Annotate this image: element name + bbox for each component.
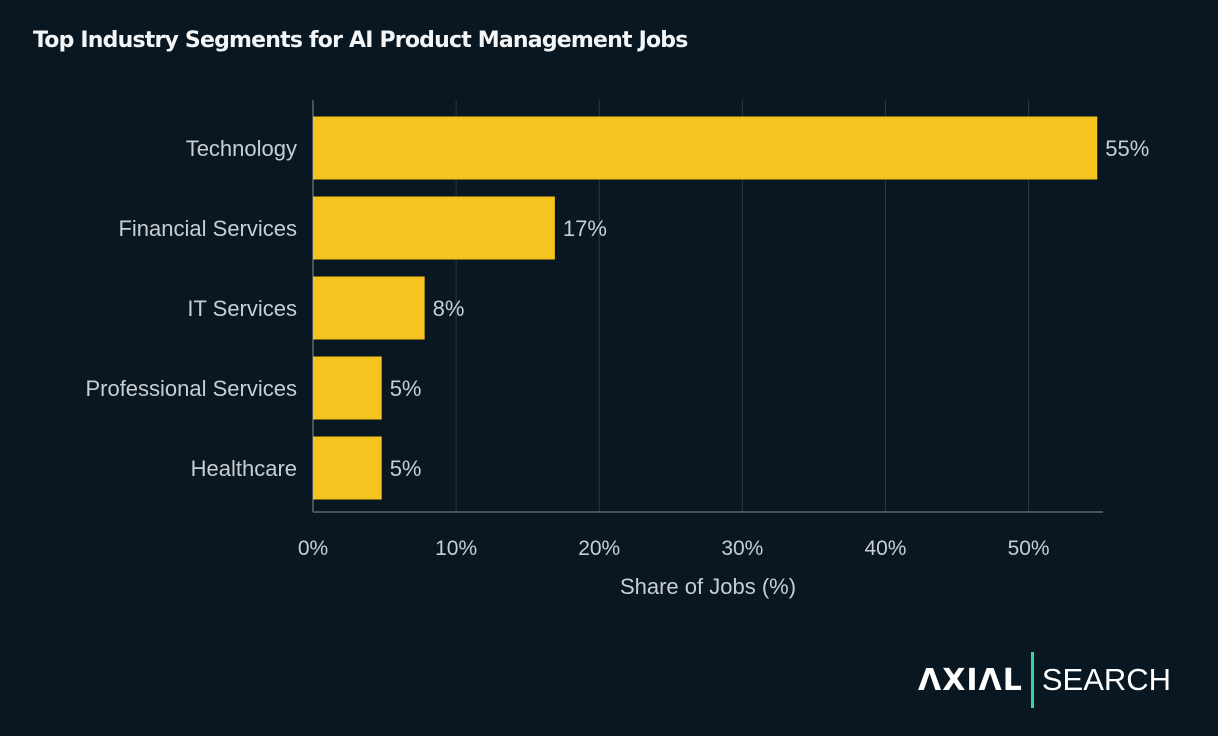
y-tick-label: Technology	[186, 136, 297, 161]
bar	[313, 356, 382, 420]
y-tick-label: Financial Services	[118, 216, 297, 241]
x-tick-label: 40%	[864, 537, 906, 560]
x-axis-title: Share of Jobs (%)	[620, 574, 796, 599]
data-label: 55%	[1105, 136, 1149, 161]
x-tick-label: 20%	[578, 537, 620, 560]
bar	[313, 276, 425, 340]
x-tick-label: 0%	[298, 537, 328, 560]
chart-title: Top Industry Segments for AI Product Man…	[33, 28, 688, 53]
x-tick-label: 30%	[721, 537, 763, 560]
x-tick-label: 50%	[1008, 537, 1050, 560]
logo-search: SEARCH	[1041, 662, 1172, 697]
x-tick-label: 10%	[435, 537, 477, 560]
y-tick-label: Healthcare	[191, 456, 297, 481]
bar	[313, 436, 382, 500]
y-tick-label: Professional Services	[85, 376, 297, 401]
data-label: 17%	[563, 216, 607, 241]
bar	[313, 116, 1098, 180]
y-tick-label: IT Services	[187, 296, 297, 321]
logo-axial: ΛXIΛL	[918, 662, 1023, 698]
data-label: 5%	[390, 456, 422, 481]
data-label: 5%	[390, 376, 422, 401]
axial-search-logo: ΛXIΛL SEARCH	[918, 652, 1171, 708]
logo-divider	[1030, 652, 1034, 708]
data-label: 8%	[433, 296, 465, 321]
bar	[313, 196, 555, 260]
